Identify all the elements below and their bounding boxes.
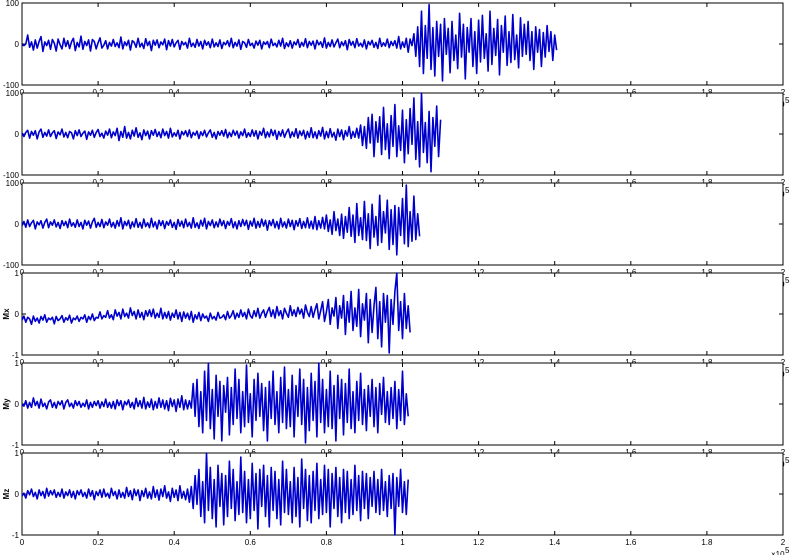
x-tick-label: 1.8 <box>701 538 713 547</box>
axes-frame-4 <box>21 272 784 356</box>
y-axis-label: My <box>2 398 11 410</box>
y-axis-label: Mz <box>2 489 11 500</box>
y-tick-label: -1 <box>12 531 20 540</box>
y-tick-label: -100 <box>3 171 20 180</box>
y-tick-label: 1 <box>15 269 20 278</box>
x-exponent-power: 5 <box>785 546 790 555</box>
y-tick-label: 1 <box>15 359 20 368</box>
axes-frame-3 <box>21 182 784 266</box>
axes-frame-2 <box>21 92 784 176</box>
series-line-6 <box>21 452 409 536</box>
series-line-5 <box>21 362 409 444</box>
y-tick-label: -1 <box>12 441 20 450</box>
y-tick-label: -100 <box>3 261 20 270</box>
x-exponent-label: ×10 <box>771 550 785 555</box>
x-exponent-power: 5 <box>785 186 790 195</box>
x-exponent-power: 5 <box>785 96 790 105</box>
y-tick-label: 100 <box>6 179 20 188</box>
y-tick-label: 0 <box>15 220 20 229</box>
x-tick-label: 1.6 <box>625 538 637 547</box>
x-tick-label: 0.6 <box>245 538 257 547</box>
y-tick-label: 0 <box>15 40 20 49</box>
x-tick-label: 0.8 <box>321 538 333 547</box>
y-tick-label: -1 <box>12 351 20 360</box>
y-tick-label: 0 <box>15 310 20 319</box>
y-tick-label: 0 <box>15 130 20 139</box>
series-line-4 <box>21 272 411 354</box>
x-exponent-power: 5 <box>785 276 790 285</box>
y-tick-label: 100 <box>6 0 20 8</box>
x-tick-label: 2 <box>781 538 786 547</box>
x-tick-label: 0.2 <box>93 538 105 547</box>
series-line-2 <box>21 92 442 173</box>
x-tick-label: 1.4 <box>549 538 561 547</box>
x-exponent-power: 5 <box>785 366 790 375</box>
y-tick-label: 0 <box>15 490 20 499</box>
y-tick-label: -100 <box>3 81 20 90</box>
y-tick-label: 100 <box>6 89 20 98</box>
series-line-3 <box>21 184 421 256</box>
x-exponent-power: 5 <box>785 456 790 465</box>
y-tick-label: 0 <box>15 400 20 409</box>
y-axis-label: Mx <box>2 308 11 320</box>
x-tick-label: 0 <box>20 538 25 547</box>
x-tick-label: 1.2 <box>473 538 485 547</box>
series-line-1 <box>21 3 558 82</box>
x-tick-label: 0.4 <box>169 538 181 547</box>
x-tick-label: 1 <box>400 538 405 547</box>
y-tick-label: 1 <box>15 449 20 458</box>
